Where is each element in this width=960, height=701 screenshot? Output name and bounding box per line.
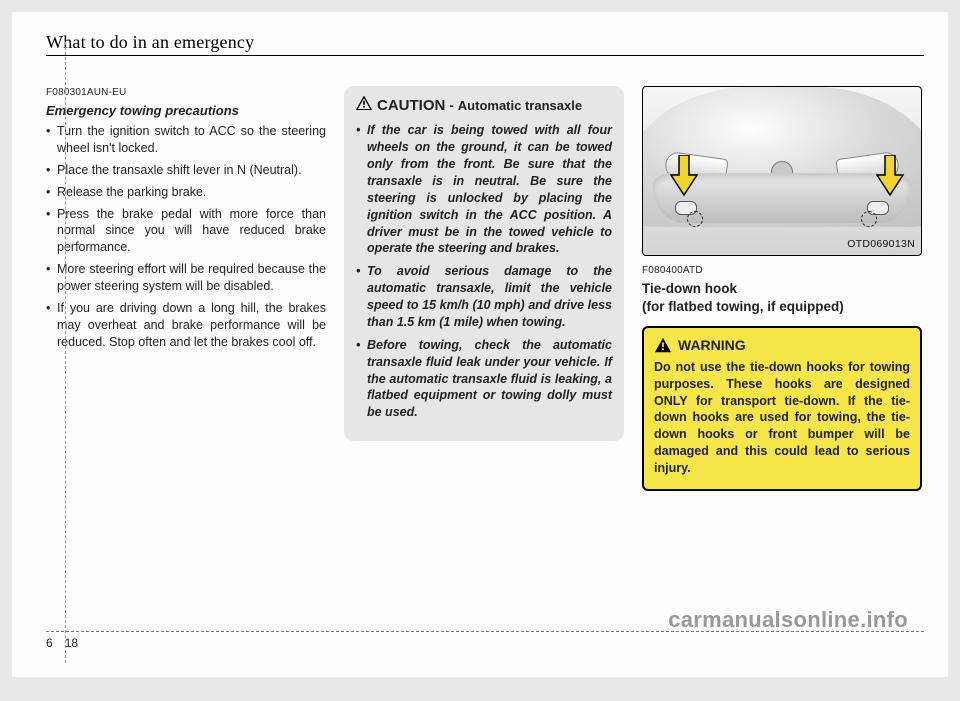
list-item: Before towing, check the automatic trans…	[356, 337, 612, 421]
caution-box: CAUTION - Automatic transaxle If the car…	[344, 86, 624, 441]
list-item: Press the brake pedal with more force th…	[46, 206, 326, 257]
hook-right-marker	[861, 211, 877, 227]
caution-sub: Automatic transaxle	[458, 98, 582, 113]
list-item: More steering effort will be required be…	[46, 261, 326, 295]
warning-triangle-icon	[356, 96, 372, 110]
list-item: If you are driving down a long hill, the…	[46, 300, 326, 351]
arrow-down-icon	[873, 155, 907, 197]
column-3: OTD069013N F080400ATD Tie-down hook (for…	[642, 86, 922, 491]
warning-heading: WARNING	[654, 336, 910, 355]
vertical-dashed-rule	[65, 42, 66, 663]
warning-label: WARNING	[678, 336, 746, 355]
warning-box: WARNING Do not use the tie-down hooks fo…	[642, 326, 922, 491]
caution-heading: CAUTION - Automatic transaxle	[356, 96, 612, 116]
list-item: To avoid serious damage to the automatic…	[356, 263, 612, 331]
list-item: If the car is being towed with all four …	[356, 122, 612, 257]
ref-code-1: F080301AUN-EU	[46, 86, 326, 100]
subhead-line1: Tie-down hook	[642, 281, 737, 296]
subhead-tiedown: Tie-down hook (for flatbed towing, if eq…	[642, 280, 922, 316]
warning-triangle-icon	[654, 337, 672, 353]
column-1: F080301AUN-EU Emergency towing precautio…	[46, 86, 326, 491]
list-item: Turn the ignition switch to ACC so the s…	[46, 123, 326, 157]
precautions-list: Turn the ignition switch to ACC so the s…	[46, 123, 326, 351]
caution-list: If the car is being towed with all four …	[356, 122, 612, 421]
list-item: Release the parking brake.	[46, 184, 326, 201]
page-numbers: 6 18	[46, 636, 78, 650]
subhead-line2: (for flatbed towing, if equipped)	[642, 299, 844, 314]
subhead-precautions: Emergency towing precautions	[46, 102, 326, 120]
page-footer: 6 18	[46, 631, 924, 661]
watermark: carmanualsonline.info	[668, 607, 908, 633]
arrow-down-icon	[667, 155, 701, 197]
warning-body: Do not use the tie-down hooks for towing…	[654, 359, 910, 477]
content-columns: F080301AUN-EU Emergency towing precautio…	[46, 86, 924, 491]
chapter-number: 6	[46, 636, 59, 650]
list-item: Place the transaxle shift lever in N (Ne…	[46, 162, 326, 179]
page-number: 18	[59, 636, 78, 650]
figure-tiedown: OTD069013N	[642, 86, 922, 256]
figure-id: OTD069013N	[847, 237, 915, 251]
caution-label: CAUTION	[377, 97, 445, 114]
hook-left-marker	[687, 211, 703, 227]
section-title: What to do in an emergency	[46, 32, 924, 56]
ref-code-2: F080400ATD	[642, 264, 922, 278]
caution-dash: -	[449, 97, 454, 113]
column-2: CAUTION - Automatic transaxle If the car…	[344, 86, 624, 491]
